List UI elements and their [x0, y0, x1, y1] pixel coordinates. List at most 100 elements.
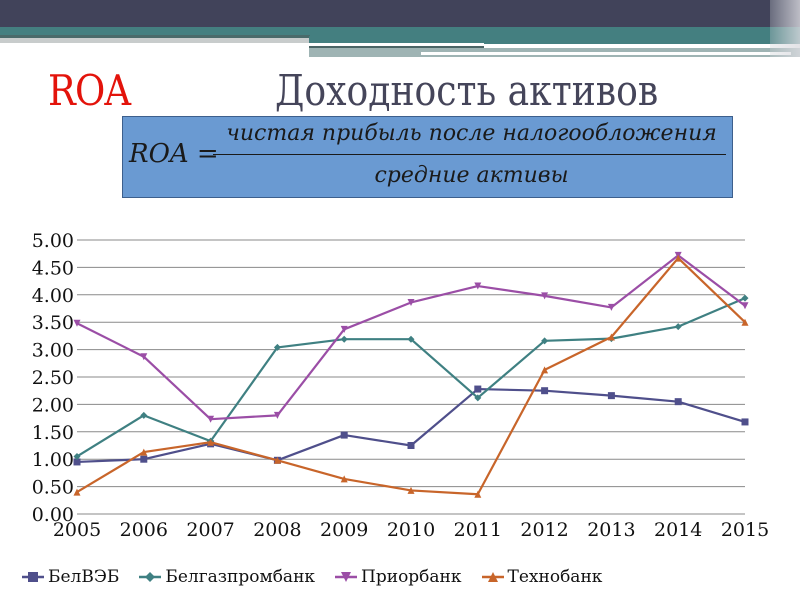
chart-legend: БелВЭБ Белгазпромбанк Приорбанк Технобанк: [20, 565, 620, 589]
triangle-up-marker-icon: [340, 475, 348, 483]
diamond-marker-icon: [474, 394, 482, 402]
legend-item: БелВЭБ: [20, 567, 119, 587]
diamond-marker-icon: [340, 335, 348, 343]
x-tick-label: 2013: [587, 519, 635, 541]
triangle-down-marker-icon: [273, 411, 281, 419]
roa-label: ROA: [48, 66, 131, 115]
square-marker-icon: [340, 431, 348, 439]
legend-swatch-icon: [22, 572, 44, 582]
x-tick-label: 2009: [320, 519, 368, 541]
slide-accent-dark-line: [309, 46, 484, 48]
x-tick-label: 2006: [120, 519, 168, 541]
square-marker-icon: [474, 385, 482, 393]
series-line: [76, 387, 746, 464]
legend-item: Приорбанк: [333, 567, 462, 587]
slide-top-bar: [0, 0, 800, 27]
triangle-up-marker-icon: [487, 572, 498, 582]
triangle-down-marker-icon: [541, 292, 549, 300]
legend-swatch-icon: [335, 572, 358, 582]
formula-numerator: чистая прибыль после налогообложения: [226, 121, 717, 146]
triangle-up-marker-icon: [407, 486, 415, 494]
square-marker-icon: [741, 418, 749, 426]
y-tick-label: 4.50: [32, 257, 74, 279]
diamond-marker-icon: [145, 572, 156, 582]
diamond-marker-icon: [541, 337, 549, 345]
legend-label: Приорбанк: [361, 567, 462, 587]
diamond-marker-icon: [741, 294, 749, 302]
slide-accent-white-line-2: [421, 52, 791, 55]
y-tick-label: 1.00: [32, 449, 74, 471]
diamond-marker-icon: [407, 335, 415, 343]
square-marker-icon: [607, 392, 615, 400]
triangle-up-marker-icon: [140, 448, 148, 456]
legend-swatch-icon: [139, 572, 162, 582]
triangle-up-marker-icon: [207, 438, 215, 446]
formula-lhs: ROA =: [129, 139, 219, 169]
x-tick-label: 2014: [654, 519, 702, 541]
legend-label: Технобанк: [507, 567, 603, 587]
legend-swatch-icon: [481, 572, 504, 582]
page-title: Доходность активов: [275, 66, 659, 115]
triangle-up-marker-icon: [73, 488, 81, 496]
series-Технобанк: [73, 254, 749, 498]
x-tick-label: 2015: [721, 519, 769, 541]
series-БелВЭБ: [73, 385, 749, 466]
y-tick-label: 2.50: [32, 367, 74, 389]
y-tick-label: 0.50: [32, 477, 74, 499]
y-tick-label: 3.50: [32, 312, 74, 334]
slide-accent-white-line: [309, 43, 484, 46]
diamond-marker-icon: [674, 323, 682, 331]
triangle-up-marker-icon: [674, 254, 682, 262]
triangle-down-marker-icon: [140, 353, 148, 361]
square-marker-icon: [407, 442, 415, 449]
slide-accent-line: [0, 35, 310, 38]
triangle-down-marker-icon: [474, 282, 482, 290]
square-marker-icon: [140, 455, 148, 463]
x-tick-label: 2012: [520, 519, 568, 541]
triangle-down-marker-icon: [407, 298, 415, 306]
diamond-marker-icon: [73, 452, 81, 460]
series-Приорбанк: [73, 251, 749, 423]
y-tick-label: 1.50: [32, 422, 74, 444]
square-marker-icon: [73, 458, 81, 466]
diamond-marker-icon: [140, 411, 148, 419]
diamond-marker-icon: [273, 343, 281, 351]
x-tick-label: 2010: [387, 519, 435, 541]
triangle-up-marker-icon: [273, 456, 281, 464]
slide-right-fade: [770, 0, 800, 57]
triangle-down-marker-icon: [73, 319, 81, 327]
x-tick-label: 2011: [454, 519, 502, 541]
x-tick-label: 2007: [186, 519, 234, 541]
y-tick-label: 5.00: [32, 230, 74, 252]
slide-accent-grey: [0, 38, 310, 43]
legend-label: БелВЭБ: [48, 567, 120, 587]
legend-label: Белгазпромбанк: [165, 567, 316, 587]
y-tick-label: 0.00: [32, 504, 74, 526]
y-tick-label: 3.00: [32, 340, 74, 362]
y-tick-label: 2.00: [32, 394, 74, 416]
triangle-down-marker-icon: [207, 415, 215, 423]
triangle-down-marker-icon: [340, 325, 348, 333]
square-marker-icon: [28, 572, 38, 582]
triangle-down-marker-icon: [341, 572, 352, 582]
series-Белгазпромбанк: [73, 294, 749, 460]
slide-accent-stripe-right: [309, 36, 800, 44]
triangle-down-marker-icon: [741, 302, 749, 310]
square-marker-icon: [674, 398, 682, 406]
legend-item: Технобанк: [480, 567, 603, 587]
x-tick-label: 2008: [253, 519, 301, 541]
y-tick-label: 4.00: [32, 285, 74, 307]
formula-denominator: средние активы: [374, 163, 569, 188]
legend-item: Белгазпромбанк: [137, 567, 315, 587]
x-tick-label: 2005: [53, 519, 101, 541]
triangle-up-marker-icon: [741, 318, 749, 326]
square-marker-icon: [541, 387, 549, 395]
roa-line-chart: 0.00 0.50 1.00 1.50 2.00 2.50 3.00 3.50 4.00 4.50…: [32, 230, 769, 541]
formula-box: ROA = чистая прибыль после налогообложен…: [122, 116, 733, 198]
triangle-down-marker-icon: [607, 303, 615, 311]
triangle-up-marker-icon: [474, 490, 482, 498]
triangle-up-marker-icon: [607, 333, 615, 341]
slide-accent-stripe: [0, 27, 800, 36]
triangle-up-marker-icon: [541, 366, 549, 374]
formula-fraction-bar: [213, 154, 726, 155]
